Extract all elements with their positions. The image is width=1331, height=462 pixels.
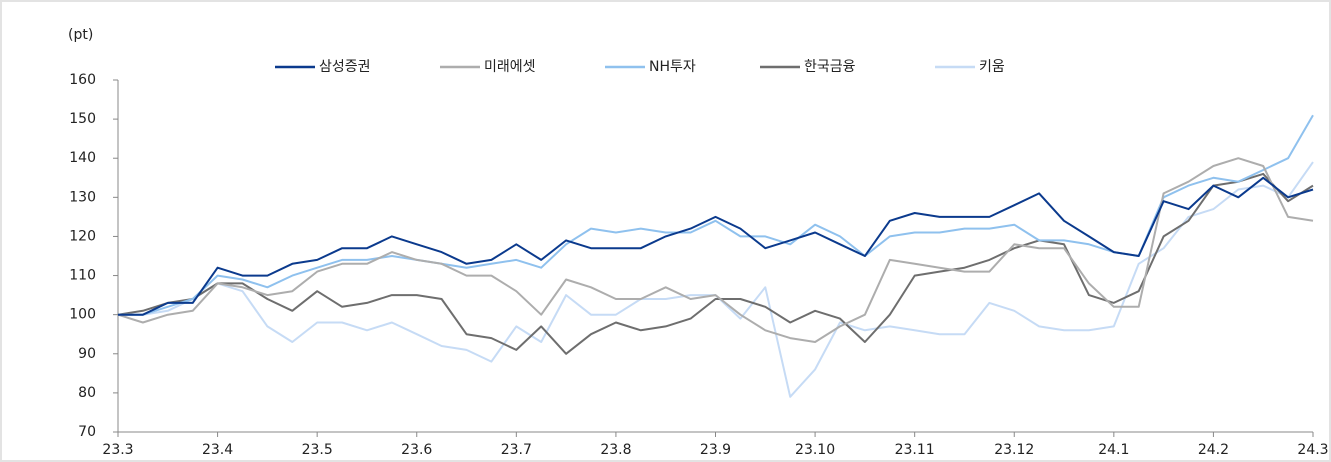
legend-label: 미래에셋	[484, 59, 536, 75]
series-line	[117, 172, 1314, 355]
legend-label: 키움	[979, 59, 1005, 75]
x-tick-label: 23.6	[401, 442, 432, 458]
series-line	[117, 157, 1314, 343]
legend-label: 한국금융	[804, 59, 856, 75]
y-tick-label: 120	[69, 228, 96, 244]
x-tick-label: 24.3	[1297, 442, 1328, 458]
x-tick-label: 23.8	[600, 442, 631, 458]
x-tick-label: 23.12	[994, 442, 1034, 458]
legend-label: NH투자	[649, 59, 696, 75]
x-tick-label: 23.10	[795, 442, 835, 458]
x-tick-label: 23.3	[102, 442, 133, 458]
x-tick-label: 23.5	[302, 442, 333, 458]
y-tick-label: 130	[69, 189, 96, 205]
series-line	[118, 176, 1314, 316]
x-tick-label: 23.11	[895, 442, 935, 458]
y-tick-label: 70	[78, 424, 96, 440]
y-tick-label: 100	[69, 307, 96, 323]
x-tick-label: 24.2	[1198, 442, 1229, 458]
x-tick-label: 24.1	[1098, 442, 1129, 458]
y-tick-label: 140	[69, 150, 96, 166]
y-tick-label: 90	[78, 346, 96, 362]
y-tick-label: 160	[69, 72, 96, 88]
x-tick-label: 23.7	[501, 442, 532, 458]
y-tick-label: 150	[69, 111, 96, 127]
series-line	[118, 161, 1314, 398]
y-unit: (pt)	[68, 27, 93, 43]
x-tick-label: 23.9	[700, 442, 731, 458]
series-line	[118, 114, 1314, 316]
y-tick-label: 80	[78, 385, 96, 401]
x-tick-label: 23.4	[202, 442, 233, 458]
y-tick-label: 110	[69, 268, 96, 284]
legend-label: 삼성증권	[319, 59, 371, 75]
